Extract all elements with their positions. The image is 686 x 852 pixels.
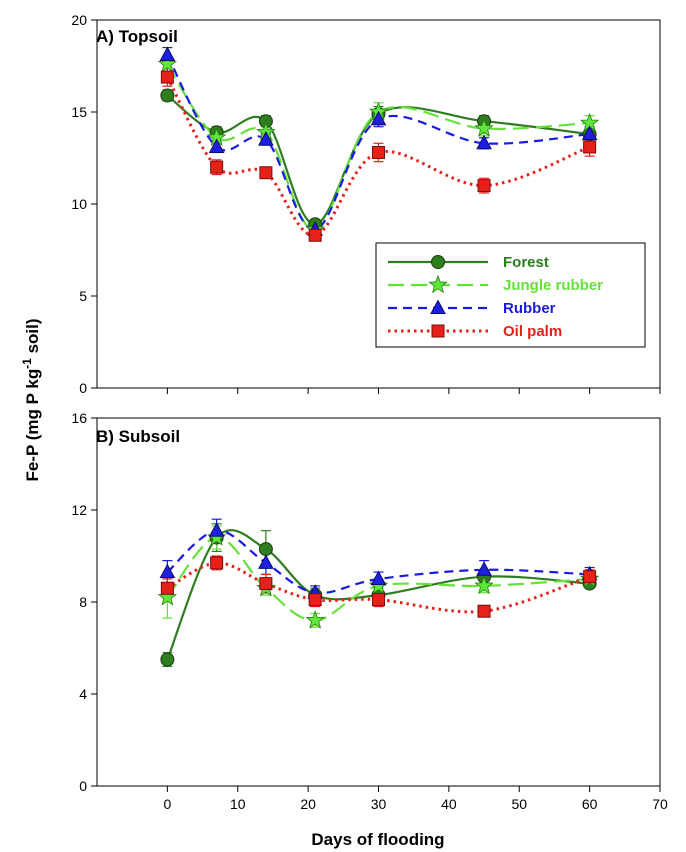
y-tick-label: 12	[71, 502, 87, 518]
data-point-topsoil-jungle-rubber	[157, 54, 178, 73]
data-point-subsoil-jungle-rubber	[474, 575, 494, 595]
x-tick-label: 70	[652, 796, 668, 812]
x-axis-label: Days of flooding	[311, 830, 444, 849]
series-line-oil-palm	[166, 561, 591, 614]
panel-topsoil-axes: 0 5 10 15 20	[71, 12, 661, 396]
data-point-subsoil-oil-palm	[308, 593, 322, 607]
y-tick-label: 20	[71, 12, 87, 28]
data-point-subsoil-oil-palm	[477, 604, 491, 618]
panel-topsoil-series	[157, 46, 600, 242]
x-tick-label: 50	[511, 796, 527, 812]
panel-subsoil-series	[157, 518, 600, 668]
panel-subsoil-title: B) Subsoil	[96, 427, 180, 446]
data-point-topsoil-oil-palm	[210, 160, 224, 174]
series-line-rubber	[166, 54, 590, 231]
data-point-subsoil-rubber	[370, 570, 387, 585]
x-tick-labels: 0 10 20 30 40 50 60 70	[163, 796, 668, 812]
legend-label-forest: Forest	[503, 254, 549, 271]
legend-label-rubber: Rubber	[503, 300, 556, 317]
data-point-subsoil-oil-palm	[583, 570, 597, 584]
y-tick-label: 8	[79, 594, 87, 610]
x-tick-label: 30	[371, 796, 387, 812]
y-tick-label: 16	[71, 410, 87, 426]
data-point-topsoil-oil-palm	[583, 140, 597, 154]
data-point-topsoil-rubber	[370, 110, 387, 126]
panel-subsoil: 0 4 8 12 16 B) Subsoil 0 10 20 30 40 50 60 70	[71, 410, 668, 812]
panel-subsoil-axes: 0 4 8 12 16	[71, 410, 661, 794]
data-point-subsoil-forest	[160, 652, 175, 667]
data-point-subsoil-oil-palm	[259, 577, 273, 591]
panel-topsoil-title: A) Topsoil	[96, 27, 178, 46]
data-point-topsoil-rubber	[258, 131, 274, 146]
legend-marker-jungle-rubber	[428, 274, 448, 294]
data-point-topsoil-oil-palm	[259, 166, 273, 180]
data-point-subsoil-rubber	[159, 563, 176, 579]
x-tick-label: 40	[441, 796, 457, 812]
y-tick-label: 0	[79, 380, 87, 396]
x-tick-label: 60	[582, 796, 598, 812]
x-tick-label: 0	[163, 796, 171, 812]
x-tick-label: 10	[230, 796, 246, 812]
y-tick-label: 15	[71, 104, 87, 120]
y-tick-label: 10	[71, 196, 87, 212]
legend-marker-forest	[431, 255, 445, 269]
y-axis-label-superscript: -1	[20, 358, 34, 369]
y-axis-label-main: Fe-P (mg P kg	[23, 369, 42, 482]
data-point-topsoil-jungle-rubber	[474, 118, 494, 137]
data-point-subsoil-forest	[258, 542, 273, 557]
data-point-subsoil-oil-palm	[210, 556, 224, 570]
data-point-subsoil-jungle-rubber	[305, 610, 325, 629]
data-point-topsoil-rubber	[581, 125, 598, 141]
data-point-subsoil-rubber	[208, 522, 225, 537]
legend-label-jungle-rubber: Jungle rubber	[503, 277, 603, 294]
y-tick-label: 0	[79, 778, 87, 794]
data-point-subsoil-oil-palm	[160, 581, 174, 595]
data-point-topsoil-rubber	[476, 134, 492, 150]
y-tick-label: 5	[79, 288, 87, 304]
data-point-topsoil-oil-palm	[477, 179, 491, 193]
legend-marker-rubber	[430, 299, 446, 314]
panel-topsoil: 0 5 10 15 20 A) Topsoil Forest Jungle rubber R…	[71, 12, 661, 396]
legend-marker-oil-palm	[431, 324, 445, 338]
data-point-subsoil-oil-palm	[372, 593, 385, 607]
data-point-topsoil-forest	[160, 88, 175, 103]
x-tick-label: 20	[300, 796, 316, 812]
data-point-topsoil-rubber	[159, 46, 176, 61]
y-axis-label: Fe-P (mg P kg-1 soil)	[20, 318, 42, 481]
data-point-topsoil-oil-palm	[308, 228, 322, 242]
y-axis-label-tail: soil)	[23, 318, 42, 358]
data-point-subsoil-rubber	[258, 554, 274, 569]
data-point-subsoil-rubber	[476, 561, 492, 576]
legend: Forest Jungle rubber Rubber Oil palm	[375, 242, 646, 348]
legend-label-oil-palm: Oil palm	[503, 323, 562, 340]
data-point-topsoil-rubber	[208, 138, 225, 153]
y-tick-label: 4	[79, 686, 87, 702]
data-point-topsoil-oil-palm	[372, 145, 385, 159]
data-point-topsoil-oil-palm	[160, 70, 174, 84]
